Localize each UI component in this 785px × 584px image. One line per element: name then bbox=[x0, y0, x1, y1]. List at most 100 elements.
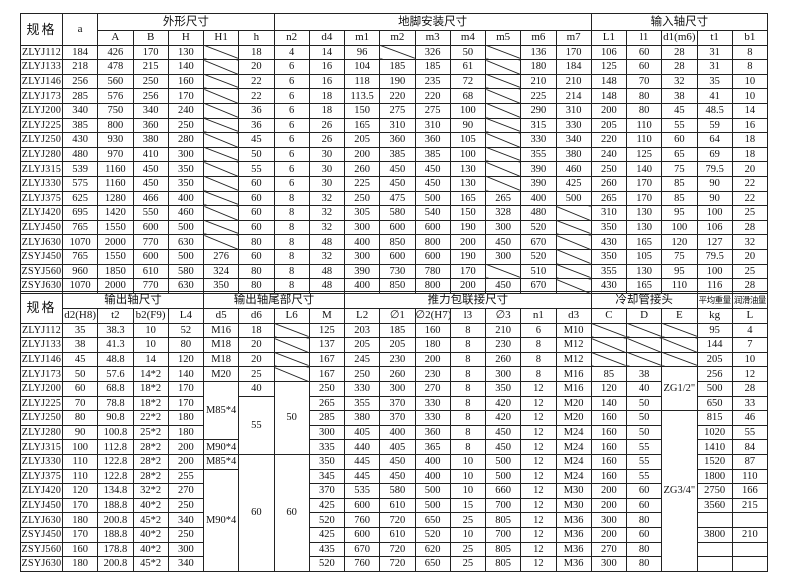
group-header-outline-dimensions: 外形尺寸 bbox=[97, 13, 275, 31]
table-cell: 80 bbox=[625, 556, 663, 572]
table-row: ZLYJ225 70 78.8 18*2 170 55 265 355 370 330 8 420 12… bbox=[20, 395, 769, 455]
table-cell: 405 bbox=[343, 424, 381, 441]
table-cell: 50 bbox=[625, 410, 663, 426]
table-cell: 48.5 bbox=[696, 102, 733, 119]
table-row: ZLYJ330 110 122.8 28*2 200 M85*4 60 60 350 445 450… bbox=[20, 453, 769, 572]
table-cell: 125 bbox=[625, 146, 663, 163]
table-cell: 90.8 bbox=[97, 410, 134, 426]
table-row: ZSYJ560 160 178.8 40*2 300 435 670 720 620 25 805 1… bbox=[20, 541, 769, 558]
table-cell: 30 bbox=[308, 146, 346, 163]
not-applicable-cell bbox=[555, 248, 592, 265]
table-cell: 40*2 bbox=[132, 541, 169, 558]
table-cell: 60 bbox=[625, 497, 663, 514]
table-cell: M24 bbox=[555, 468, 592, 485]
table-cell: 190 bbox=[449, 248, 487, 265]
not-applicable-cell bbox=[484, 146, 522, 163]
not-applicable-cell bbox=[202, 175, 240, 192]
table-cell: 127 bbox=[696, 234, 733, 250]
table-cell: 84 bbox=[731, 439, 769, 455]
table-cell: 188.8 bbox=[97, 497, 134, 514]
table-cell: 760 bbox=[343, 512, 381, 528]
column-header: d5 bbox=[202, 308, 240, 324]
table-cell: 500 bbox=[414, 497, 451, 514]
a-header: a bbox=[61, 13, 99, 46]
column-header: h bbox=[238, 30, 275, 46]
table-cell: 140 bbox=[590, 395, 628, 412]
table-cell: 200.8 bbox=[97, 556, 134, 572]
table-row: ZLYJ375 625 1280 466 400 60 8 32 250 475 500 165 265… bbox=[20, 190, 769, 207]
table-cell: 60 bbox=[238, 205, 275, 221]
not-applicable-cell bbox=[202, 132, 240, 148]
table-cell: 125 bbox=[308, 322, 346, 339]
table-cell: 340 bbox=[61, 102, 99, 119]
table-cell: 160 bbox=[590, 424, 628, 441]
table-cell: 10 bbox=[132, 322, 169, 339]
table-cell: 770 bbox=[132, 234, 169, 250]
table-cell: 80 bbox=[61, 410, 99, 426]
table-cell: 500 bbox=[167, 219, 205, 236]
table-cell: 90 bbox=[696, 175, 733, 192]
table-cell: 480 bbox=[520, 205, 557, 221]
table-cell: 130 bbox=[167, 44, 205, 61]
table-cell: 50 bbox=[449, 44, 487, 61]
table-cell: 20 bbox=[731, 248, 769, 265]
table-cell: 370 bbox=[379, 395, 416, 412]
table-cell: 140 bbox=[167, 59, 205, 75]
model-cell: ZLYJ330 bbox=[20, 175, 63, 192]
table-cell: 150 bbox=[343, 102, 381, 119]
table-cell: 130 bbox=[625, 263, 663, 280]
table-cell: 165 bbox=[449, 190, 487, 207]
table-cell: 69 bbox=[696, 146, 733, 163]
table-cell: 300 bbox=[484, 219, 522, 236]
table-cell: 500 bbox=[696, 380, 733, 397]
table-cell: 210 bbox=[731, 526, 769, 543]
column-header: m5 bbox=[484, 30, 522, 46]
table-cell: 110 bbox=[731, 468, 769, 485]
table-cell: 87 bbox=[731, 453, 769, 470]
table-cell: 4 bbox=[273, 44, 310, 61]
table-cell: 64 bbox=[696, 132, 733, 148]
table-cell: 68 bbox=[449, 88, 487, 104]
table-cell: 166 bbox=[731, 483, 769, 499]
table-cell: 730 bbox=[379, 263, 416, 280]
table-cell: 205 bbox=[379, 337, 416, 353]
table-cell: M24 bbox=[555, 424, 592, 441]
table-cell: 330 bbox=[414, 410, 451, 426]
table-cell: 184 bbox=[61, 44, 99, 61]
table-cell: 265 bbox=[484, 190, 522, 207]
model-cell: ZLYJ250 bbox=[20, 410, 63, 426]
table-cell: 180 bbox=[520, 59, 557, 75]
table-cell: 60 bbox=[625, 526, 663, 543]
table-cell: 25 bbox=[449, 541, 487, 558]
bottom-group-header-row: 规格 输出轴尺寸 输出轴尾部尺寸 推力包联接尺寸 冷却管接头 平均重量 润滑油量 bbox=[20, 291, 769, 324]
table-cell: 8 bbox=[449, 366, 487, 382]
table-cell: 120 bbox=[590, 380, 628, 397]
table-cell: 270 bbox=[590, 541, 628, 558]
table-row: ZLYJ133 38 41.3 10 80 M18 20 137 205 205 180 8 230 8 M… bbox=[20, 337, 769, 353]
table-cell: 370 bbox=[379, 410, 416, 426]
table-cell: 45 bbox=[61, 351, 99, 368]
table-cell: 46 bbox=[731, 410, 769, 426]
table-cell: 137 bbox=[308, 337, 346, 353]
table-cell: 315 bbox=[520, 117, 557, 134]
table-cell: 170 bbox=[625, 175, 663, 192]
table-cell: 340 bbox=[167, 556, 205, 572]
table-cell: 500 bbox=[414, 190, 451, 207]
table-cell bbox=[696, 541, 733, 558]
table-cell: M24 bbox=[555, 439, 592, 455]
merged-cell: 50 bbox=[273, 380, 310, 455]
table-cell: 80 bbox=[625, 541, 663, 558]
table-cell: 1020 bbox=[696, 424, 733, 441]
table-cell: 170 bbox=[167, 395, 205, 412]
table-cell: 400 bbox=[520, 190, 557, 207]
table-row: ZLYJ146 256 560 250 160 22 6 16 118 190 235 72 210 21… bbox=[20, 73, 769, 90]
table-row: ZSYJ630 1070 2000 770 630 350 80 8 48 400 850 800 20… bbox=[20, 278, 769, 294]
table-cell: 10 bbox=[731, 351, 769, 368]
table-cell: 200.8 bbox=[97, 512, 134, 528]
table-cell: 167 bbox=[308, 351, 346, 368]
model-cell: ZLYJ630 bbox=[20, 512, 63, 528]
table-row: ZLYJ420 695 1420 550 460 60 8 32 305 580 540 150 328… bbox=[20, 205, 769, 221]
table-cell: 365 bbox=[414, 439, 451, 455]
not-applicable-cell bbox=[484, 117, 522, 134]
column-header: m6 bbox=[520, 30, 557, 46]
